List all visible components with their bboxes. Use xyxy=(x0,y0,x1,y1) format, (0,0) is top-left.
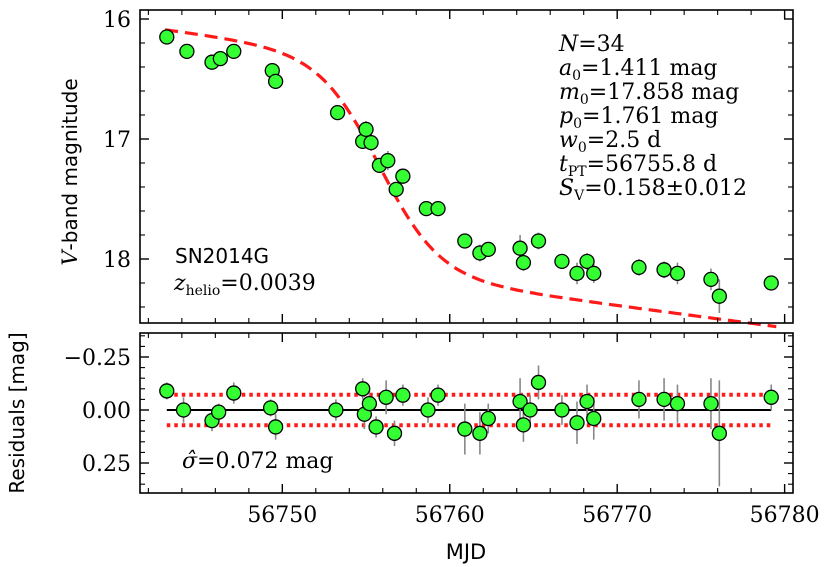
residual-point xyxy=(669,395,686,412)
legend-line: p0=1.761 mag xyxy=(559,104,718,132)
top-data-point xyxy=(329,104,346,121)
top-data-point xyxy=(656,262,672,278)
residual-point xyxy=(368,419,384,435)
residual-point xyxy=(262,400,279,416)
residual-point xyxy=(703,395,719,412)
residual-point xyxy=(515,417,532,433)
residual-point xyxy=(711,425,727,441)
bottom-panel-frame xyxy=(139,332,794,494)
residual-point xyxy=(361,395,378,412)
top-data-point xyxy=(711,288,727,304)
residual-point xyxy=(554,402,570,418)
top-data-point xyxy=(388,181,404,198)
top-data-point xyxy=(430,200,446,217)
fit-curve xyxy=(164,28,777,329)
top-ytick-label: 17 xyxy=(103,128,131,153)
residual-point xyxy=(457,421,473,437)
legend-line: tPT=56755.8 d xyxy=(559,152,717,180)
residual-point xyxy=(420,402,436,418)
top-data-point xyxy=(395,168,411,184)
top-data-point xyxy=(530,233,547,249)
residual-point xyxy=(328,402,344,418)
sigma-label: σ̂=0.072 mag xyxy=(182,449,334,474)
xtick-label: 56760 xyxy=(415,503,485,528)
residual-point xyxy=(763,389,779,405)
residual-point xyxy=(211,404,227,420)
top-ytick-label: 18 xyxy=(103,248,131,273)
residual-point xyxy=(267,419,284,435)
residual-point xyxy=(631,391,647,408)
top-data-point xyxy=(226,43,242,60)
xtick-label: 56750 xyxy=(247,503,317,528)
top-data-point xyxy=(569,265,585,282)
top-data-point xyxy=(554,253,570,270)
top-data-point xyxy=(512,240,528,256)
residual-point xyxy=(355,381,371,397)
residual-point xyxy=(226,385,242,401)
residual-point xyxy=(159,383,175,399)
top-data-points xyxy=(159,29,779,304)
x-axis-label: MJD xyxy=(446,540,486,564)
residual-point xyxy=(386,425,403,441)
bottom-ytick-label: 0.00 xyxy=(82,399,131,424)
residual-point xyxy=(430,387,446,403)
top-axis-ticks: 16 17 18 xyxy=(103,8,793,323)
top-data-point xyxy=(212,50,229,67)
residual-point xyxy=(656,391,672,408)
residual-point xyxy=(530,374,547,391)
xtick-label: 56780 xyxy=(750,503,820,528)
bottom-axis-ticks: −0.25 0.00 0.25 56750 56760 56770 56780 xyxy=(64,333,820,528)
top-data-point xyxy=(579,253,595,270)
residual-point xyxy=(378,389,394,405)
top-data-point xyxy=(358,121,374,138)
top-data-point xyxy=(669,265,686,282)
top-ytick-label: 16 xyxy=(103,8,131,33)
bottom-ytick-label: 0.25 xyxy=(82,452,131,477)
residual-point xyxy=(175,402,192,418)
xtick-label: 56770 xyxy=(582,503,652,528)
sn-redshift: zhelio=0.0039 xyxy=(173,271,316,299)
bottom-ytick-label: −0.25 xyxy=(64,346,131,371)
residual-point xyxy=(522,402,538,418)
residual-point xyxy=(569,415,585,431)
top-data-point xyxy=(380,152,396,169)
residual-point xyxy=(472,425,488,441)
top-data-point xyxy=(703,271,719,288)
top-data-point xyxy=(159,29,175,45)
top-data-point xyxy=(480,241,496,258)
top-data-point xyxy=(515,254,532,271)
top-data-point xyxy=(631,259,647,276)
bottom-panel: −0.25 0.00 0.25 56750 56760 56770 56780 Residu… xyxy=(5,332,820,564)
bottom-ylabel: Residuals [mag] xyxy=(5,332,29,493)
top-data-point xyxy=(363,134,379,151)
legend-line: N=34 xyxy=(558,32,625,57)
residual-point xyxy=(480,410,496,427)
top-data-point xyxy=(586,265,602,282)
top-data-point xyxy=(457,233,473,249)
residual-point xyxy=(586,410,602,427)
legend-line: SV=0.158±0.012 xyxy=(559,176,747,204)
legend-line: w0=2.5 d xyxy=(559,128,661,156)
top-data-point xyxy=(763,275,779,291)
top-ylabel: V-band magnitude xyxy=(58,78,82,265)
top-data-point xyxy=(267,73,284,90)
sn-name: SN2014G xyxy=(175,244,269,268)
residual-point xyxy=(512,393,528,410)
legend-line: m0=17.858 mag xyxy=(559,80,739,108)
top-data-point xyxy=(179,43,195,60)
residual-point xyxy=(395,387,411,403)
top-panel-frame xyxy=(139,9,794,324)
legend-line: a0=1.411 mag xyxy=(559,56,718,84)
residual-point xyxy=(579,393,595,410)
residual-points xyxy=(159,374,779,441)
